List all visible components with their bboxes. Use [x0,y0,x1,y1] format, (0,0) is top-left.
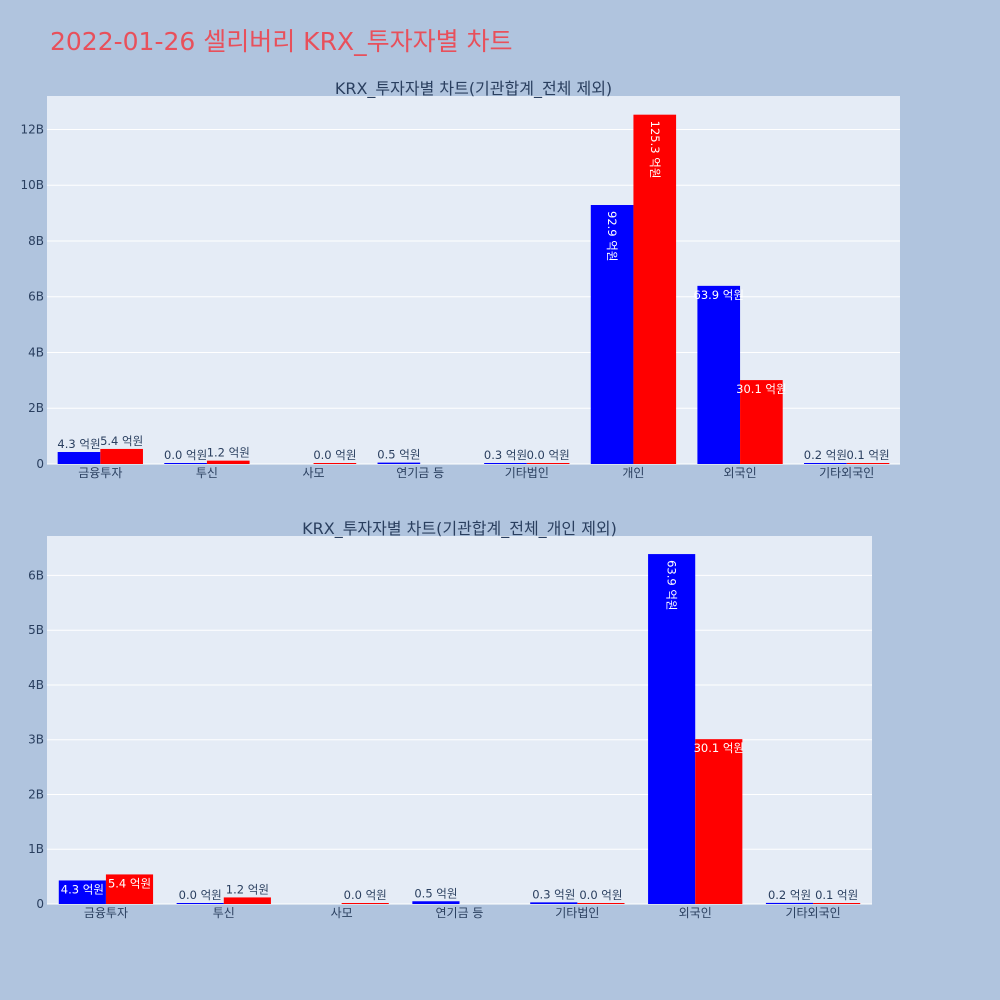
bar [105,874,154,904]
bar [590,205,634,465]
data-label: 0.0 억원 [313,448,356,462]
data-label: 5.4 억원 [108,876,151,890]
data-label: 30.1 억원 [736,382,786,396]
bar [206,460,250,464]
x-tick-label: 연기금 등 [396,466,444,480]
bar [313,463,357,464]
y-tick-label: 8B [28,234,44,248]
data-label: 30.1 억원 [694,741,744,755]
bar [846,463,890,464]
bar [813,903,861,904]
x-tick-label: 외국인 [724,466,757,480]
bar [100,448,143,464]
bar [633,114,677,465]
x-tick-label: 금융투자 [78,466,122,480]
x-tick-label: 금융투자 [84,906,128,920]
y-tick-label: 0 [36,897,44,911]
bar [695,739,743,904]
bar [58,880,106,904]
x-tick-label: 사모 [331,906,353,920]
x-tick-label: 연기금 등 [436,906,484,920]
x-tick-label: 기타법인 [505,466,549,480]
x-tick-label: 기타외국인 [785,906,840,920]
data-label: 1.2 억원 [207,446,250,460]
x-tick-label: 개인 [622,466,644,480]
bar [765,902,814,904]
data-label: 0.5 억원 [414,886,457,900]
bar [526,463,570,464]
y-tick-label: 10B [20,178,44,192]
x-tick-label: 사모 [303,466,325,480]
x-tick-label: 기타외국인 [819,466,874,480]
y-tick-label: 0 [36,457,44,471]
bar [341,903,389,904]
data-label: 63.9 억원 [665,560,679,610]
y-tick-label: 3B [28,733,44,747]
y-tick-label: 2B [28,787,44,801]
bar [223,897,271,904]
data-label: 4.3 억원 [57,437,100,451]
y-tick-label: 1B [28,842,44,856]
data-label: 0.2 억원 [804,448,847,462]
x-tick-label: 외국인 [679,906,712,920]
chart-title: KRX_투자자별 차트(기관합계_전체 제외) [335,79,612,99]
data-label: 5.4 억원 [100,434,143,448]
x-tick-label: 기타법인 [555,906,599,920]
x-tick-label: 투신 [196,466,218,480]
data-label: 4.3 억원 [61,882,104,896]
bar [740,380,783,464]
y-tick-label: 4B [28,678,44,692]
page-title: 2022-01-26 셀리버리 KRX_투자자별 차트 [50,27,513,56]
data-label: 0.0 억원 [164,448,207,462]
data-label: 63.9 억원 [694,288,744,302]
bar [648,554,696,904]
bar [804,463,847,464]
bar [484,463,527,464]
chart-title: KRX_투자자별 차트(기관합계_전체_개인 제외) [302,519,617,539]
y-tick-label: 12B [20,122,44,136]
bar [530,902,578,904]
data-label: 0.0 억원 [527,448,570,462]
data-label: 0.0 억원 [344,888,387,902]
x-tick-label: 투신 [213,906,235,920]
data-label: 0.0 억원 [179,888,222,902]
data-label: 0.3 억원 [484,448,527,462]
data-label: 1.2 억원 [226,882,269,896]
bar [377,462,421,464]
data-label: 0.3 억원 [532,887,575,901]
y-tick-label: 2B [28,401,44,415]
data-label: 92.9 억원 [605,211,619,261]
bar [176,903,224,904]
data-label: 125.3 억원 [648,121,662,179]
bar [577,903,625,904]
bar [697,285,741,464]
bar [57,452,101,464]
data-label: 0.1 억원 [815,888,858,902]
bar [164,463,207,464]
data-label: 0.2 억원 [768,888,811,902]
data-label: 0.5 억원 [377,448,420,462]
bar [412,901,460,904]
data-label: 0.0 억원 [579,888,622,902]
y-tick-label: 4B [28,345,44,359]
y-tick-label: 5B [28,623,44,637]
y-tick-label: 6B [28,568,44,582]
y-tick-label: 6B [28,290,44,304]
data-label: 0.1 억원 [846,448,889,462]
